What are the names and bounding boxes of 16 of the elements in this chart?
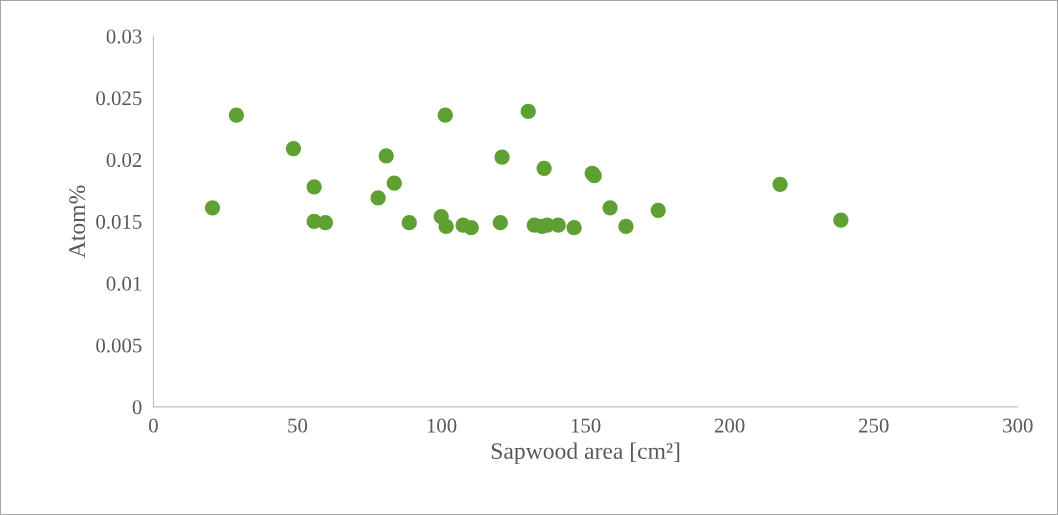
y-axis-title: Atom% (69, 185, 86, 258)
y-tick-label: 0.015 (96, 214, 142, 229)
y-tick-label: 0.01 (106, 276, 142, 291)
y-tick-label: 0.025 (96, 91, 142, 106)
y-tick-label: 0.03 (106, 29, 142, 44)
x-tick-label: 300 (1003, 418, 1033, 433)
x-axis-title: Sapwood area [cm²] (491, 442, 680, 464)
y-tick-label: 0.02 (106, 153, 142, 168)
y-tick-label: 0 (132, 400, 142, 415)
x-tick-label: 200 (714, 418, 745, 433)
y-tick-label: 0.005 (96, 338, 142, 353)
x-tick-label: 250 (859, 418, 889, 433)
x-tick-label: 0 (149, 418, 158, 433)
x-tick-label: 50 (288, 418, 308, 433)
x-tick-label: 100 (427, 418, 457, 433)
x-tick-label: 150 (571, 418, 601, 433)
